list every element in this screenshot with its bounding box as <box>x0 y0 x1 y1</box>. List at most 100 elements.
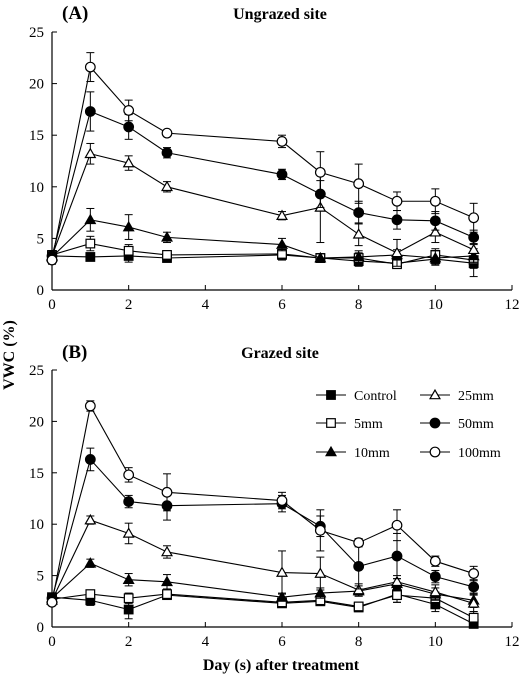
data-point <box>161 180 173 192</box>
series-line <box>51 404 474 603</box>
legend-marker <box>429 417 441 429</box>
panel-title: Ungrazed site <box>233 6 327 23</box>
data-point <box>276 495 288 506</box>
data-point <box>276 591 288 602</box>
legend-marker <box>326 418 336 428</box>
data-point <box>122 220 135 232</box>
data-point <box>391 519 403 531</box>
data-point <box>276 135 288 147</box>
series-line <box>51 242 474 265</box>
x-tick-label: 10 <box>428 634 443 650</box>
data-point <box>84 557 97 568</box>
legend-label: 25mm <box>458 389 494 404</box>
data-point <box>162 589 172 600</box>
data-point <box>467 597 480 608</box>
data-point <box>468 212 480 224</box>
series-line <box>51 562 474 601</box>
data-point <box>84 213 97 225</box>
data-point <box>123 469 135 481</box>
data-point <box>122 156 135 168</box>
x-tick-label: 0 <box>48 634 56 650</box>
data-point <box>161 147 173 159</box>
data-point <box>123 496 135 507</box>
data-point <box>429 226 442 237</box>
data-point <box>276 169 288 180</box>
data-point <box>468 231 480 243</box>
data-point <box>123 593 134 604</box>
y-tick-label: 15 <box>29 466 44 482</box>
legend-label: 100mm <box>458 446 501 461</box>
data-point <box>314 586 327 598</box>
data-point <box>46 254 58 266</box>
y-tick-label: 15 <box>29 128 44 144</box>
y-tick-label: 0 <box>37 283 45 299</box>
series-line <box>51 519 474 604</box>
x-tick-label: 8 <box>355 297 363 313</box>
data-point <box>353 207 365 219</box>
legend-marker <box>429 446 441 458</box>
data-point <box>468 581 480 593</box>
data-point <box>353 601 364 612</box>
data-point <box>161 231 173 242</box>
panel-letter: (B) <box>62 342 87 363</box>
x-tick-label: 2 <box>125 634 133 650</box>
y-tick-label: 25 <box>29 25 44 41</box>
data-point <box>314 251 327 263</box>
data-point <box>276 238 288 249</box>
data-point <box>429 195 441 207</box>
data-point <box>162 250 172 260</box>
series-line <box>51 593 474 619</box>
series-50mm <box>46 91 480 262</box>
data-point <box>353 178 365 190</box>
data-point <box>352 228 365 239</box>
y-tick-label: 20 <box>29 414 44 430</box>
y-tick-label: 10 <box>29 180 44 196</box>
data-point <box>353 537 365 549</box>
data-point <box>46 596 58 608</box>
x-tick-label: 6 <box>278 297 286 313</box>
data-point <box>276 566 288 577</box>
x-tick-label: 2 <box>125 297 133 313</box>
data-point <box>392 590 402 601</box>
legend-marker <box>325 445 337 457</box>
series-line <box>51 593 474 625</box>
data-point <box>429 571 441 583</box>
panel-b-grazed: (B) Grazed site 0 5 10 15 20 25 0 2 4 6 8 10 12 Control… <box>29 342 520 650</box>
data-point <box>123 604 134 615</box>
legend: Control 5mm 10mm 25mm 50mm 100mm <box>316 388 501 461</box>
x-tick-label: 4 <box>202 297 210 313</box>
data-point <box>391 195 403 207</box>
data-point <box>468 612 479 623</box>
series-line <box>51 153 474 257</box>
y-tick-label: 20 <box>29 77 44 93</box>
series-50mm <box>46 447 480 604</box>
data-point <box>391 575 403 587</box>
data-point <box>122 527 135 538</box>
data-point <box>123 121 135 133</box>
panel-title: Grazed site <box>241 345 319 362</box>
series-100mm <box>46 400 480 608</box>
series-100mm <box>46 52 480 266</box>
x-tick-label: 0 <box>48 297 56 313</box>
data-point <box>391 246 403 258</box>
y-tick-label: 10 <box>29 517 44 533</box>
panel-a-ungrazed: (A) Ungrazed site 0 5 10 15 20 25 0 2 4 6 8 10 12 <box>29 3 520 313</box>
y-axis-label: VWC (%) <box>1 320 18 390</box>
legend-label: 50mm <box>458 417 494 432</box>
data-point <box>276 209 288 221</box>
series-control <box>47 249 479 269</box>
data-point <box>84 400 96 412</box>
legend-marker <box>429 388 441 400</box>
data-point <box>123 105 135 116</box>
data-point <box>161 486 173 498</box>
x-tick-label: 12 <box>505 634 520 650</box>
data-point <box>84 106 96 117</box>
series-line <box>51 219 474 259</box>
data-point <box>429 251 442 263</box>
x-tick-label: 10 <box>428 297 443 313</box>
panel-letter: (A) <box>62 3 88 24</box>
legend-marker <box>326 390 336 400</box>
data-point <box>468 568 480 579</box>
data-point <box>352 250 365 262</box>
